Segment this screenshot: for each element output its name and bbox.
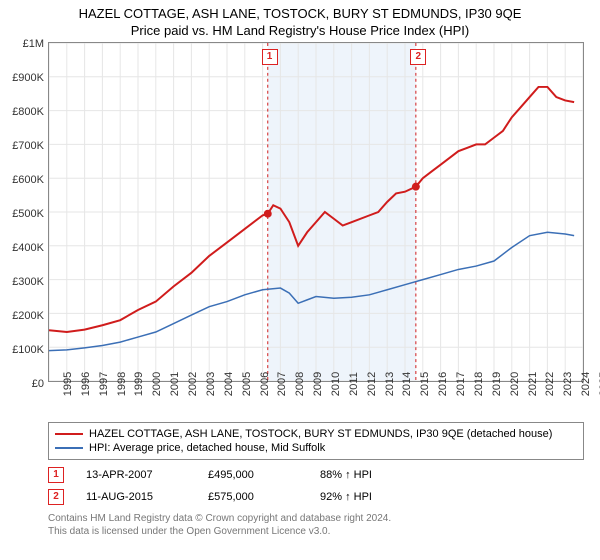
legend-swatch-property <box>55 433 83 435</box>
legend-label-hpi: HPI: Average price, detached house, Mid … <box>89 442 325 454</box>
legend-swatch-hpi <box>55 447 83 449</box>
x-tick-label: 2025 <box>584 372 600 396</box>
sale-marker-2: 2 <box>48 489 64 505</box>
sale-marker-box-1: 1 <box>262 49 278 65</box>
sale-pct-1: 88% ↑ HPI <box>320 469 410 481</box>
plot-area: 12 <box>48 42 584 382</box>
title-block: HAZEL COTTAGE, ASH LANE, TOSTOCK, BURY S… <box>0 0 600 42</box>
chart-title: HAZEL COTTAGE, ASH LANE, TOSTOCK, BURY S… <box>8 6 592 21</box>
sale-date-2: 11-AUG-2015 <box>86 491 186 503</box>
sale-price-1: £495,000 <box>208 469 298 481</box>
sale-price-2: £575,000 <box>208 491 298 503</box>
sale-date-1: 13-APR-2007 <box>86 469 186 481</box>
sale-pct-2: 92% ↑ HPI <box>320 491 410 503</box>
legend-row-property: HAZEL COTTAGE, ASH LANE, TOSTOCK, BURY S… <box>55 427 577 441</box>
sale-row-1: 1 13-APR-2007 £495,000 88% ↑ HPI <box>48 464 584 486</box>
chart-subtitle: Price paid vs. HM Land Registry's House … <box>8 23 592 38</box>
sale-marker-1: 1 <box>48 467 64 483</box>
plot-svg <box>49 43 583 381</box>
x-axis: 1995199619971998199920002001200220032004… <box>48 382 584 416</box>
footer-note: Contains HM Land Registry data © Crown c… <box>48 512 584 538</box>
legend-label-property: HAZEL COTTAGE, ASH LANE, TOSTOCK, BURY S… <box>89 428 552 440</box>
legend-row-hpi: HPI: Average price, detached house, Mid … <box>55 441 577 455</box>
footer-line-1: Contains HM Land Registry data © Crown c… <box>48 512 584 525</box>
legend: HAZEL COTTAGE, ASH LANE, TOSTOCK, BURY S… <box>48 422 584 460</box>
chart-container: HAZEL COTTAGE, ASH LANE, TOSTOCK, BURY S… <box>0 0 600 538</box>
footer-line-2: This data is licensed under the Open Gov… <box>48 525 584 538</box>
sale-marker-box-2: 2 <box>410 49 426 65</box>
sale-row-2: 2 11-AUG-2015 £575,000 92% ↑ HPI <box>48 486 584 508</box>
sales-table: 1 13-APR-2007 £495,000 88% ↑ HPI 2 11-AU… <box>48 464 584 508</box>
